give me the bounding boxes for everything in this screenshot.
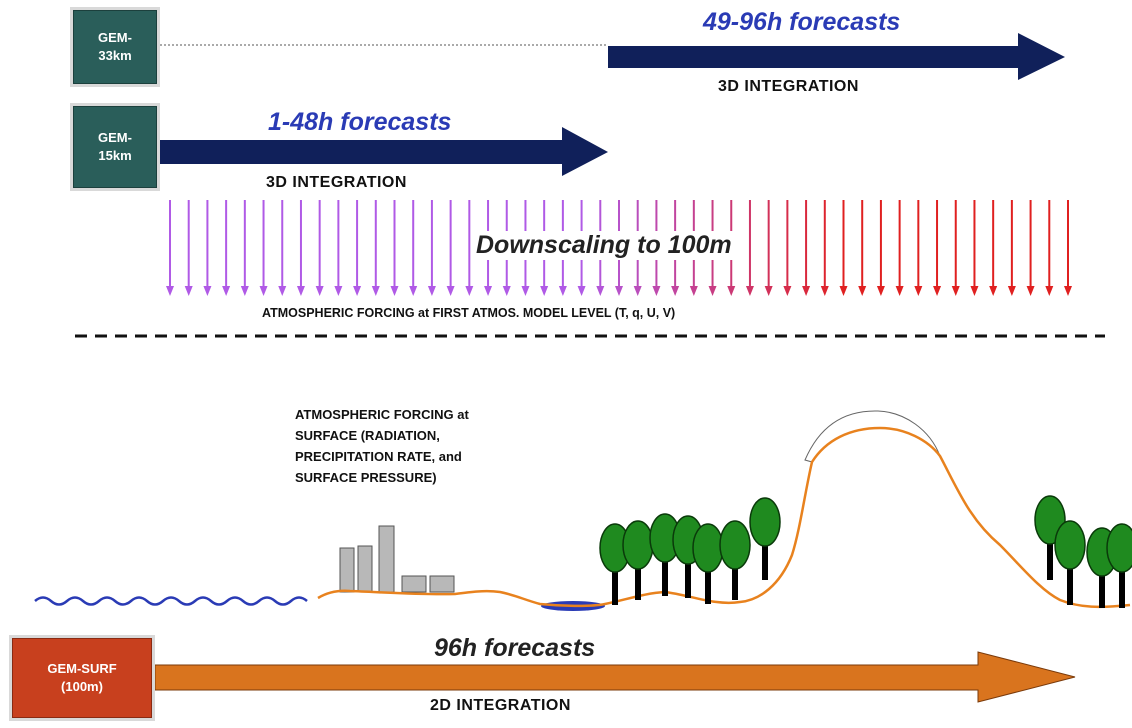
downscaling-arrow-head <box>895 286 904 296</box>
downscaling-arrow-head <box>951 286 960 296</box>
arrow-bottom <box>154 651 1076 703</box>
forcing-surface-line2: SURFACE (RADIATION, <box>295 428 440 443</box>
tree-crown <box>692 523 724 573</box>
gem-15km-line2: 15km <box>98 148 132 163</box>
tree-trunk <box>612 558 618 605</box>
gem-15km-line1: GEM- <box>98 130 132 145</box>
tree-crown <box>622 520 654 570</box>
downscaling-arrow-head <box>390 286 399 296</box>
trees <box>599 495 1132 608</box>
downscaling-arrow-head <box>876 286 885 296</box>
downscaling-arrow-head <box>820 286 829 296</box>
downscaling-arrow-head <box>577 286 586 296</box>
water-wave <box>34 596 308 606</box>
tree-trunk <box>705 558 711 604</box>
downscaling-arrow-head <box>615 286 623 296</box>
bottom-forecast-label: 96h forecasts <box>434 634 596 662</box>
gem-33km-box: GEM- 33km <box>73 10 157 84</box>
downscaling-arrow-head <box>802 286 811 296</box>
downscaling-arrow-head <box>745 286 754 296</box>
forcing-surface-label: ATMOSPHERIC FORCING at SURFACE (RADIATIO… <box>295 404 469 488</box>
downscaling-arrow-head <box>465 286 474 296</box>
gem-surf-line1: GEM-SURF <box>47 661 117 676</box>
top-forecast-label: 49-96h forecasts <box>703 8 901 36</box>
tree-crown <box>1054 520 1086 570</box>
terrain-profile <box>317 426 1131 609</box>
gem-33km-line1: GEM- <box>98 30 132 45</box>
tree-crown <box>1106 523 1132 573</box>
downscaling-arrow-head <box>652 286 661 296</box>
tree-trunk <box>1119 558 1125 608</box>
downscaling-arrow-head <box>166 286 174 296</box>
downscaling-arrow-head <box>783 286 792 296</box>
downscaling-arrow-head <box>259 286 268 296</box>
downscaling-arrow-head <box>278 286 287 296</box>
tree-trunk <box>1047 530 1053 580</box>
downscaling-arrow-head <box>203 286 212 296</box>
downscaling-arrow-head <box>933 286 942 296</box>
forcing-surface-line1: ATMOSPHERIC FORCING at <box>295 407 469 422</box>
downscaling-arrow-head <box>353 286 362 296</box>
top-integration-label: 3D INTEGRATION <box>718 78 859 95</box>
downscaling-arrow-head <box>727 286 736 296</box>
downscaling-arrow-head <box>371 286 380 296</box>
tree-crown <box>719 520 751 570</box>
downscaling-arrow-head <box>970 286 979 296</box>
downscaling-arrow-head <box>222 286 231 296</box>
downscaling-arrow-head <box>596 286 605 296</box>
downscaling-arrow-head <box>540 286 549 296</box>
gem-surf-box: GEM-SURF (100m) <box>12 638 152 718</box>
gem-15km-box: GEM- 15km <box>73 106 157 188</box>
tree-trunk <box>1099 562 1105 608</box>
downscaling-arrow-head <box>708 286 717 296</box>
forcing-surface-line4: SURFACE PRESSURE) <box>295 470 437 485</box>
downscaling-arrow-head <box>521 286 530 296</box>
gem-surf-line2: (100m) <box>61 679 103 694</box>
tree-trunk <box>762 532 768 580</box>
downscaling-arrow-head <box>334 286 343 296</box>
middle-forecast-label: 1-48h forecasts <box>268 108 452 136</box>
downscaling-arrow-head <box>839 286 848 296</box>
tree-trunk <box>1067 555 1073 605</box>
tree-trunk <box>635 555 641 600</box>
tree-trunk <box>685 550 691 598</box>
downscaling-arrow-head <box>446 286 455 296</box>
downscaling-arrow-head <box>914 286 923 296</box>
downscaling-arrow-head <box>484 286 493 296</box>
forcing-surface-line3: PRECIPITATION RATE, and <box>295 449 462 464</box>
arrow-top <box>608 33 1065 80</box>
bottom-integration-label: 2D INTEGRATION <box>430 697 571 714</box>
downscaling-arrow-head <box>502 286 511 296</box>
tree-crown <box>749 497 781 547</box>
downscaling-arrow-head <box>240 286 249 296</box>
arrow-middle <box>160 127 608 176</box>
forcing-model-level-label: ATMOSPHERIC FORCING at FIRST ATMOS. MODE… <box>262 306 676 320</box>
snow-cap <box>804 410 941 463</box>
tree-trunk <box>662 548 668 596</box>
downscaling-arrow-head <box>689 286 698 296</box>
downscaling-arrow-head <box>671 286 680 296</box>
downscaling-arrow-head <box>858 286 867 296</box>
downscaling-arrow-head <box>184 286 193 296</box>
downscaling-arrow-head <box>1026 286 1035 296</box>
downscaling-arrow-head <box>633 286 642 296</box>
downscaling-arrow-head <box>1045 286 1054 296</box>
downscaling-label: Downscaling to 100m <box>472 231 736 260</box>
downscaling-arrow-head <box>427 286 436 296</box>
downscaling-arrow-head <box>315 286 324 296</box>
downscaling-arrow-head <box>1064 286 1072 296</box>
downscaling-arrow-head <box>409 286 418 296</box>
downscaling-arrow-head <box>558 286 567 296</box>
city-buildings <box>339 525 455 593</box>
gem-33km-line2: 33km <box>98 48 132 63</box>
middle-integration-label: 3D INTEGRATION <box>266 174 407 191</box>
downscaling-arrow-head <box>1007 286 1016 296</box>
downscaling-arrow-head <box>296 286 305 296</box>
downscaling-arrow-head <box>764 286 773 296</box>
downscaling-arrow-head <box>989 286 998 296</box>
tree-trunk <box>732 555 738 600</box>
